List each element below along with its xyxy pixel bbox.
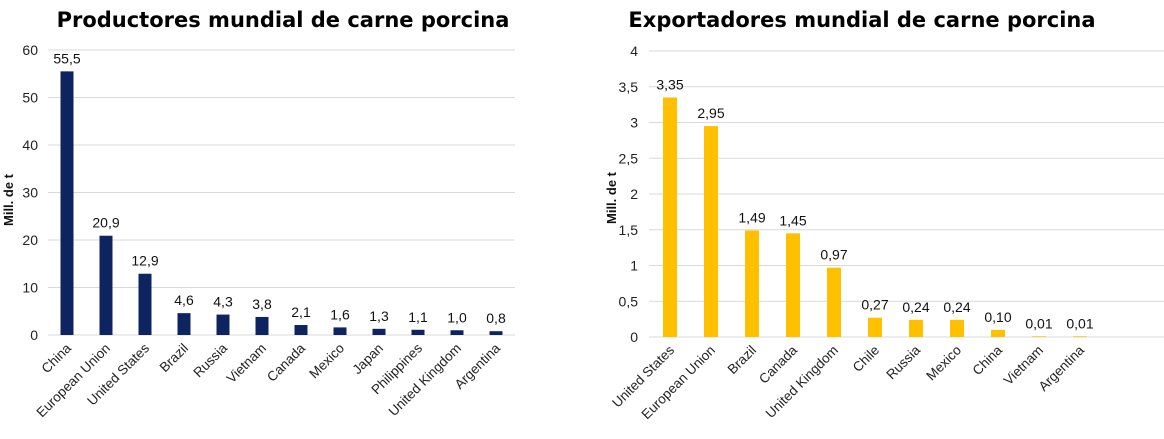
data-label: 1,6 [330, 306, 350, 322]
y-tick-label: 2,5 [619, 150, 639, 166]
x-tick-label: European Union [639, 343, 719, 423]
bar [950, 319, 964, 337]
data-label: 0,01 [1066, 315, 1093, 331]
x-tick-label: Argentina [1036, 342, 1088, 394]
bar [411, 329, 425, 335]
y-tick-label: 3 [630, 115, 638, 131]
data-label: 0,8 [486, 310, 506, 326]
bar [1073, 336, 1087, 337]
bar [294, 325, 308, 335]
y-tick-label: 0 [30, 327, 38, 343]
chart-title: Exportadores mundial de carne porcina [628, 8, 1095, 32]
data-label: 1,45 [779, 212, 806, 228]
bar [663, 97, 677, 337]
bar [138, 273, 152, 335]
y-tick-label: 30 [22, 185, 38, 201]
bar [489, 331, 503, 335]
y-tick-label: 1 [630, 258, 638, 274]
data-label: 0,01 [1025, 315, 1052, 331]
bar [786, 233, 800, 337]
bar [333, 327, 347, 335]
bar [372, 328, 386, 335]
bar [868, 317, 882, 337]
y-tick-label: 40 [22, 137, 38, 153]
data-label: 0,24 [902, 299, 929, 315]
y-axis-label: Mill. de t [1, 173, 16, 226]
y-tick-label: 4 [630, 43, 638, 59]
y-tick-label: 20 [22, 232, 38, 248]
y-tick-label: 3,5 [619, 79, 639, 95]
bar [216, 314, 230, 335]
data-label: 2,1 [291, 304, 311, 320]
data-label: 0,97 [820, 247, 847, 263]
y-tick-label: 1,5 [619, 222, 639, 238]
x-tick-label: Russia [883, 342, 923, 382]
producers-chart: Productores mundial de carne porcina Mil… [1, 8, 515, 420]
bar [827, 267, 841, 337]
x-tick-label: Brazil [157, 341, 191, 375]
x-tick-label: Chile [850, 343, 882, 375]
data-label: 4,6 [174, 292, 194, 308]
x-tick-label: Japan [349, 341, 386, 378]
y-tick-label: 2 [630, 186, 638, 202]
y-tick-label: 0,5 [619, 293, 639, 309]
data-label: 1,49 [738, 209, 765, 225]
bar [1032, 336, 1046, 337]
data-label: 3,35 [656, 76, 683, 92]
y-tick-label: 10 [22, 280, 38, 296]
bar [991, 329, 1005, 337]
y-tick-label: 60 [22, 42, 38, 58]
data-label: 12,9 [131, 253, 158, 269]
x-tick-label: Vietnam [224, 341, 269, 386]
data-label: 2,95 [697, 105, 724, 121]
bar [99, 235, 113, 335]
bar [909, 319, 923, 337]
x-tick-label: Canada [264, 340, 308, 384]
data-label: 1,1 [408, 309, 428, 325]
data-label: 4,3 [213, 294, 233, 310]
data-label: 55,5 [53, 50, 80, 66]
bar [255, 316, 269, 335]
y-tick-label: 0 [630, 329, 638, 345]
data-label: 0,27 [861, 297, 888, 313]
chart-title: Productores mundial de carne porcina [57, 8, 510, 32]
x-tick-label: Mexico [923, 343, 964, 384]
bar [177, 313, 191, 335]
bar [60, 71, 74, 335]
data-label: 1,0 [447, 309, 467, 325]
x-tick-label: United Kingdom [763, 343, 842, 422]
x-tick-label: Brazil [725, 343, 759, 377]
data-label: 1,3 [369, 308, 389, 324]
data-label: 0,10 [984, 309, 1011, 325]
y-axis-label: Mill. de t [604, 171, 619, 224]
y-tick-label: 50 [22, 90, 38, 106]
data-label: 20,9 [92, 215, 119, 231]
data-label: 0,24 [943, 299, 970, 315]
x-tick-label: China [39, 340, 75, 376]
x-tick-label: China [970, 342, 1006, 378]
bar [704, 126, 718, 337]
x-tick-label: Mexico [306, 341, 347, 382]
bar [745, 230, 759, 337]
bar [450, 330, 464, 335]
exporters-chart: Exportadores mundial de carne porcina Mi… [604, 8, 1164, 422]
data-label: 3,8 [252, 296, 272, 312]
